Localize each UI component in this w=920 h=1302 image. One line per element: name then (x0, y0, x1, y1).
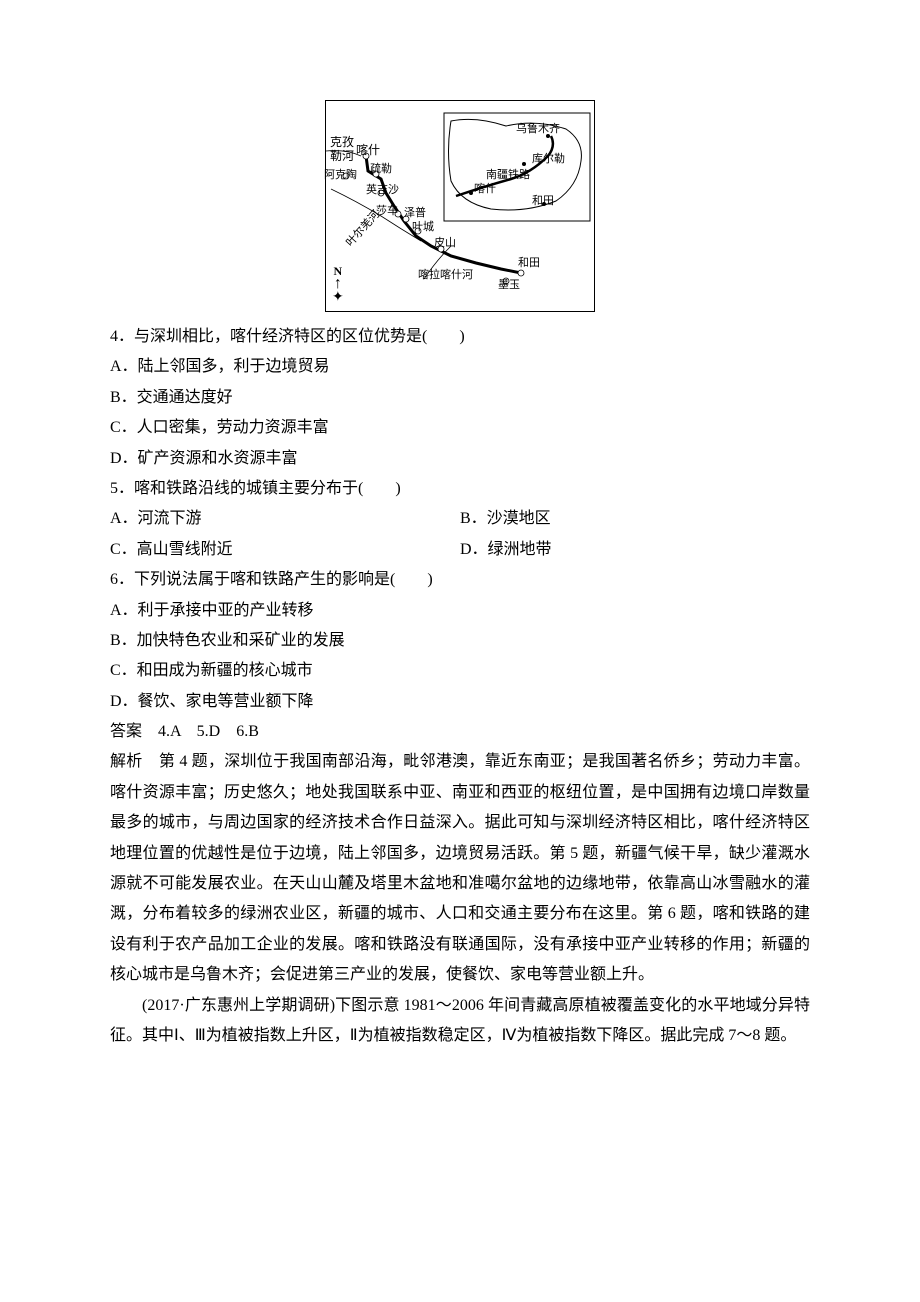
q6-opt-c: C．和田成为新疆的核心城市 (110, 656, 810, 686)
map-label: 和田 (518, 257, 540, 270)
q4-stem: 4．与深圳相比，喀什经济特区的区位优势是( ) (110, 322, 810, 352)
q5-row-ab: A．河流下游 B．沙漠地区 (110, 504, 810, 534)
map-label: 喀什 (356, 143, 380, 157)
q6-opt-d: D．餐饮、家电等营业额下降 (110, 687, 810, 717)
q5-opt-c: C．高山雪线附近 (110, 535, 460, 565)
q6-opt-b: B．加快特色农业和采矿业的发展 (110, 626, 810, 656)
map-box: 克孜 勒河 喀什 阿克陶 疏勒 英吉沙 莎车 泽普 叶城 叶尔羌河 皮山 喀拉喀… (325, 100, 595, 312)
map-label: 泽普 (404, 207, 426, 220)
q4-opt-d: D．矿产资源和水资源丰富 (110, 444, 810, 474)
map-label: 克孜 (330, 135, 354, 149)
q5-opt-d: D．绿洲地带 (460, 535, 810, 565)
explanation: 解析 第 4 题，深圳位于我国南部沿海，毗邻港澳，靠近东南亚；是我国著名侨乡；劳… (110, 747, 810, 990)
q5-stem: 5．喀和铁路沿线的城镇主要分布于( ) (110, 474, 810, 504)
intro-7-8: (2017·广东惠州上学期调研)下图示意 1981～2006 年间青藏高原植被覆… (110, 991, 810, 1052)
map-label: 南疆铁路 (486, 169, 530, 182)
q5-opt-a: A．河流下游 (110, 504, 460, 534)
q5-row-cd: C．高山雪线附近 D．绿洲地带 (110, 535, 810, 565)
q4-opt-b: B．交通通达度好 (110, 383, 810, 413)
q6-stem: 6．下列说法属于喀和铁路产生的影响是( ) (110, 565, 810, 595)
map-label: 皮山 (434, 237, 456, 250)
map-label: 乌鲁木齐 (516, 123, 560, 136)
q5-opt-b: B．沙漠地区 (460, 504, 810, 534)
map-label: 英吉沙 (366, 184, 399, 197)
q4-opt-a: A．陆上邻国多，利于边境贸易 (110, 352, 810, 382)
map-label: 喀什 (474, 183, 496, 196)
map-label: 阿克陶 (324, 169, 357, 182)
map-label: 叶城 (412, 221, 434, 234)
map-figure: 克孜 勒河 喀什 阿克陶 疏勒 英吉沙 莎车 泽普 叶城 叶尔羌河 皮山 喀拉喀… (110, 100, 810, 312)
map-label: 墨玉 (498, 279, 520, 292)
q6-opt-a: A．利于承接中亚的产业转移 (110, 596, 810, 626)
q4-opt-c: C．人口密集，劳动力资源丰富 (110, 413, 810, 443)
map-label: 库尔勒 (532, 153, 565, 166)
map-label: 喀拉喀什河 (418, 269, 473, 282)
map-label: 和田 (532, 195, 554, 208)
compass-icon: N ↑ ✦ (332, 265, 344, 305)
map-label: 疏勒 (370, 163, 392, 176)
map-label: 勒河 (330, 149, 354, 163)
answers-line: 答案 4.A 5.D 6.B (110, 717, 810, 747)
